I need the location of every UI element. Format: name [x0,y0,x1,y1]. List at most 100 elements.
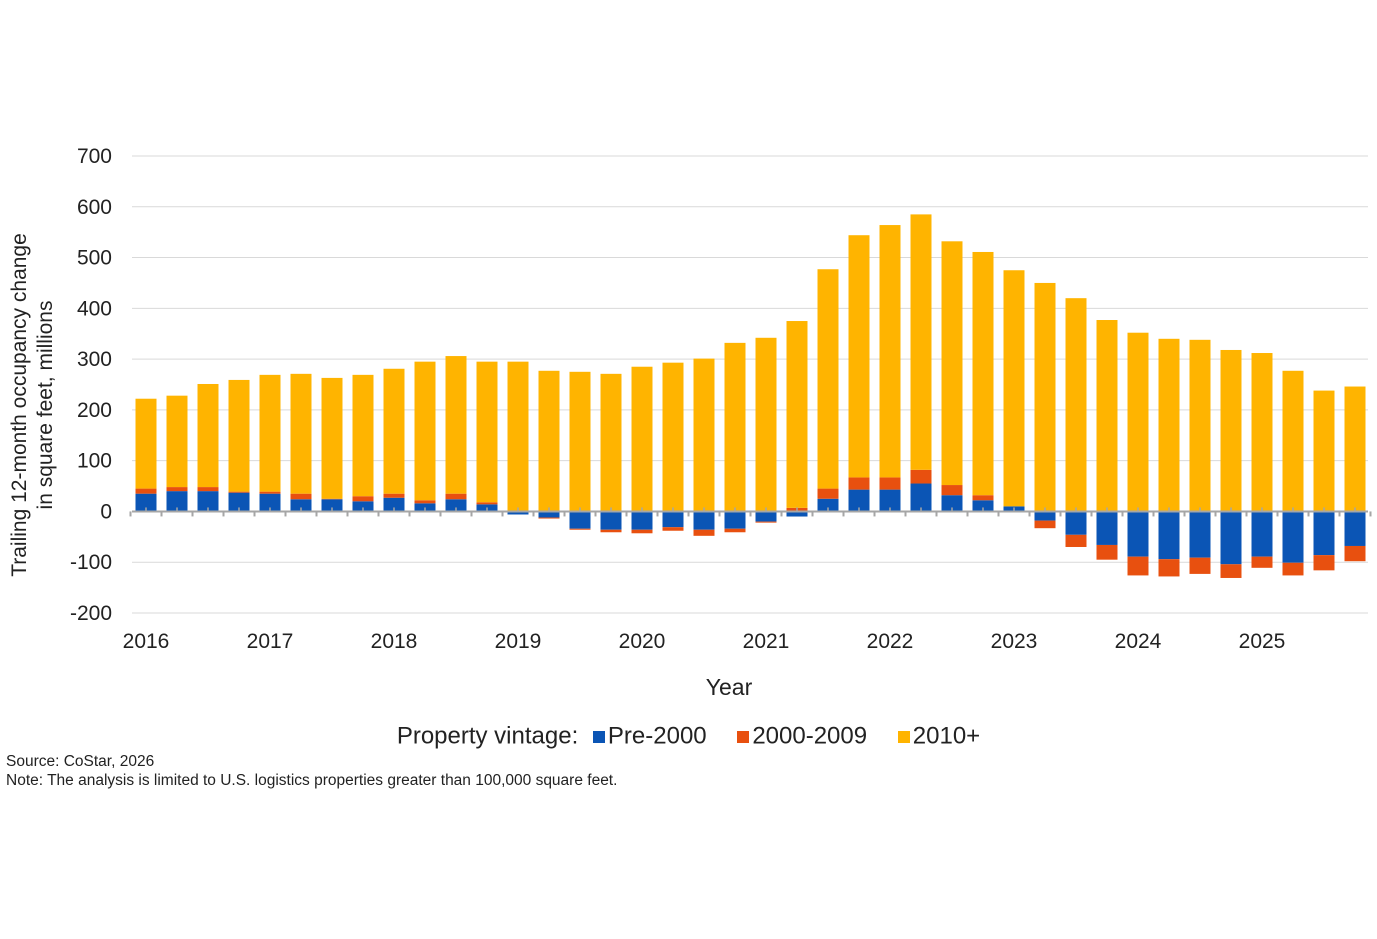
bar-segment-pre-2000 [662,511,684,528]
bar-segment-pre-2000 [414,503,436,512]
legend-label-2010-plus: 2010+ [912,722,981,750]
bar-segment-2010-plus [1189,339,1211,512]
bar-segment-pre-2000 [631,511,653,530]
y-axis-title-line1: Trailing 12-month occupancy change [8,233,31,577]
x-axis-title: Year [706,674,753,700]
y-tick-label: 300 [77,348,112,371]
bar-segment-2000-2009 [724,528,746,533]
legend-swatch-pre-2000 [592,730,605,743]
bar-segment-pre-2000 [848,489,870,512]
x-tick-label: 2020 [619,630,666,653]
bar-segment-2000-2009 [1189,557,1211,574]
bar-segment-2010-plus [507,361,529,512]
bar-segment-pre-2000 [507,511,529,515]
bar-segment-2010-plus [352,374,374,497]
bar-segment-2000-2009 [1220,564,1242,578]
x-tick-labels: 2016 2017 2018 2019 2020 2021 2022 2023 2024 2025 [123,630,1286,653]
bar-segment-pre-2000 [1158,511,1180,560]
bar-segment-pre-2000 [1034,511,1056,521]
bar-segment-pre-2000 [1344,511,1366,546]
bar-segment-2000-2009 [1158,559,1180,577]
bar-segment-pre-2000 [135,493,157,512]
y-tick-label: 200 [77,399,112,422]
bar-segment-2000-2009 [383,493,405,498]
bar-segment-2000-2009 [166,487,188,492]
bar-segment-2010-plus [1127,332,1149,512]
bar-segment-pre-2000 [1220,511,1242,565]
bar-segment-2010-plus [538,370,560,512]
bar-segment-2010-plus [755,337,777,512]
bar-segment-2010-plus [1096,320,1118,512]
bar-segment-2010-plus [476,361,498,503]
bar-segment-2000-2009 [848,477,870,490]
y-tick-label: -200 [70,602,112,625]
bar-segment-pre-2000 [228,492,250,512]
bar-segment-2000-2009 [414,500,436,504]
bar-segment-2010-plus [724,342,746,512]
bar-segment-2010-plus [1003,270,1025,507]
bar-segment-2010-plus [414,361,436,501]
bar-segment-2000-2009 [321,498,343,500]
bar-segment-2000-2009 [1251,556,1273,568]
bars [135,214,1366,578]
bar-segment-pre-2000 [693,511,715,530]
bar-segment-2000-2009 [352,496,374,502]
bar-segment-2010-plus [1065,298,1087,512]
footnote: Note: The analysis is limited to U.S. lo… [6,772,618,789]
x-tick-label: 2018 [371,630,418,653]
source-note: Source: CoStar, 2026 [6,753,155,770]
bar-segment-2010-plus [848,235,870,478]
bar-segment-2000-2009 [972,495,994,501]
bar-segment-pre-2000 [1189,511,1211,558]
bar-segment-2010-plus [693,358,715,512]
bar-segment-pre-2000 [910,483,932,512]
bar-segment-2000-2009 [1034,520,1056,529]
bar-segment-2010-plus [786,321,808,508]
bar-segment-2010-plus [1158,338,1180,512]
bar-segment-pre-2000 [1096,511,1118,545]
bar-segment-pre-2000 [755,511,777,522]
bar-segment-2000-2009 [197,487,219,492]
bar-segment-2000-2009 [135,488,157,494]
bar-segment-2000-2009 [755,521,777,523]
bar-segment-2000-2009 [879,477,901,490]
bar-segment-2000-2009 [228,491,250,493]
bar-segment-2010-plus [569,371,591,512]
bar-segment-pre-2000 [724,511,746,529]
bar-segment-2010-plus [290,373,312,494]
bar-segment-2010-plus [910,214,932,470]
bar-segment-2010-plus [1220,349,1242,512]
bar-segment-2010-plus [321,377,343,499]
x-tick-label: 2021 [743,630,790,653]
bar-segment-pre-2000 [1127,511,1149,557]
x-tick-label: 2016 [123,630,170,653]
y-tick-label: 0 [100,500,112,523]
bar-segment-2000-2009 [600,529,622,533]
bar-segment-pre-2000 [259,493,281,512]
y-tick-label: 500 [77,247,112,270]
bar-segment-2000-2009 [476,502,498,505]
bar-segment-pre-2000 [1065,511,1087,535]
x-axis [129,507,1372,517]
bar-segment-2000-2009 [693,529,715,536]
bar-segment-2000-2009 [1127,556,1149,576]
bar-segment-2000-2009 [662,527,684,531]
bar-segment-2010-plus [228,379,250,492]
bar-segment-pre-2000 [352,501,374,512]
bar-segment-pre-2000 [290,499,312,512]
x-tick-label: 2022 [867,630,914,653]
bar-segment-2000-2009 [445,493,467,500]
bar-segment-pre-2000 [1282,511,1304,563]
bar-segment-2010-plus [1282,370,1304,512]
bar-segment-2000-2009 [631,529,653,534]
bar-segment-2010-plus [1034,282,1056,512]
x-tick-label: 2017 [247,630,294,653]
bar-segment-2010-plus [445,356,467,494]
bar-segment-2010-plus [166,395,188,488]
bar-segment-2000-2009 [569,528,591,530]
bar-segment-2010-plus [1344,386,1366,512]
bar-segment-2010-plus [197,383,219,488]
bar-segment-2000-2009 [910,469,932,484]
bar-segment-2010-plus [817,269,839,489]
bar-segment-2010-plus [631,366,653,512]
